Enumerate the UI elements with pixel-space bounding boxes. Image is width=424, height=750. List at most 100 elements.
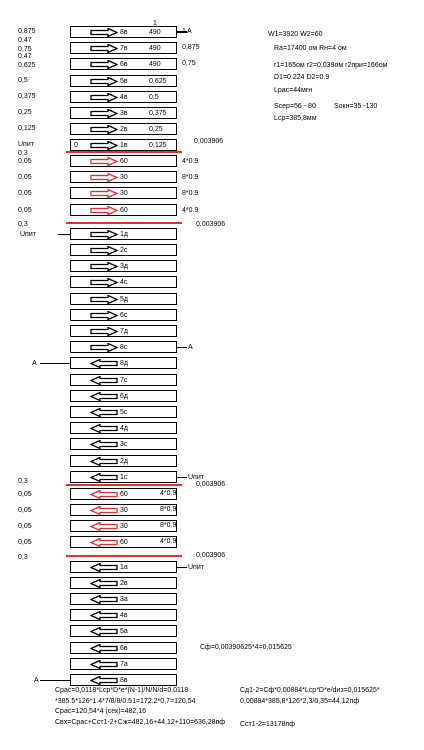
arrow-left-icon: [90, 676, 118, 685]
red-note: 4*0.9: [160, 538, 177, 546]
formula-right: Сд1-2=Сф*0,00884*Lср*D*e/dиз=0,015625*: [240, 687, 380, 694]
cf-formula: Сф=0,00390625*4=0,015625: [200, 644, 292, 651]
winding-box: 5д: [70, 292, 177, 305]
left-value: 0,3: [18, 220, 28, 228]
red-note: 8*0.9: [182, 174, 199, 182]
winding-label: 4в: [120, 612, 128, 620]
left-value: 0,25: [18, 109, 32, 116]
arrow-right-icon: [90, 125, 118, 135]
winding-value: 0,5: [149, 93, 159, 101]
arrow-left-icon: [90, 562, 118, 572]
arrow-right-icon: [90, 278, 118, 288]
arrow-right-icon: [90, 262, 118, 272]
left-value: 0,47: [18, 53, 32, 61]
winding-box: 6д: [70, 389, 177, 402]
arrow-left-icon: [90, 489, 118, 499]
formula-right: Сст1-2=13178пф: [240, 721, 295, 728]
param-line: Sсер=56 - 80: [274, 103, 316, 110]
terminal-line: [177, 476, 187, 478]
winding-box: 7с: [70, 373, 177, 386]
terminal-upit: Uпит: [20, 230, 36, 238]
winding-label: 1а: [120, 563, 128, 571]
winding-box: 7д: [70, 325, 177, 337]
winding-box: 8д: [70, 357, 177, 370]
winding-box: 0 1в 0,125: [70, 139, 177, 152]
winding-label: 6д: [120, 392, 128, 400]
left-value: 0,125: [18, 125, 36, 133]
left-value: 0,875: [18, 28, 36, 35]
formula-left: Свх=Срас+Сст1-2+Сж=482,16+44,12+110=636,…: [55, 719, 226, 726]
param-line: Lср=385,8мм: [274, 115, 317, 122]
winding-label: 8в: [120, 29, 128, 36]
arrow-left-icon: [90, 506, 118, 515]
winding-box: 6с: [70, 308, 177, 321]
winding-label: 30: [120, 523, 128, 531]
winding-box: 5а: [70, 625, 177, 638]
left-value: 0,3: [18, 553, 28, 561]
formula-left: Срас=120,54*4 (сек)=482,16: [55, 708, 147, 715]
left-value: 0,05: [18, 158, 32, 165]
red-note: 4*0.9: [182, 206, 199, 214]
terminal-line: [177, 566, 187, 568]
left-value: 0,05: [18, 206, 32, 214]
terminal-line: [177, 31, 187, 32]
winding-label: 7а: [120, 660, 128, 668]
left-value: 0,47: [18, 37, 32, 45]
arrow-right-icon: [90, 44, 118, 54]
arrow-left-icon: [90, 359, 118, 369]
arrow-right-icon: [90, 173, 118, 183]
left-value: 0,375: [18, 92, 36, 100]
terminal-upit: Uпит: [188, 473, 204, 481]
winding-label: 8в: [120, 677, 128, 684]
winding-label: 4с: [120, 279, 128, 287]
winding-box: 8в 490: [70, 26, 177, 38]
winding-label: 30: [120, 174, 128, 182]
arrow-right-icon: [90, 246, 118, 255]
arrow-right-icon: [90, 229, 118, 239]
left-value: 0,75: [18, 46, 32, 54]
left-value: 0,05: [18, 490, 32, 498]
winding-label: 60: [120, 490, 128, 498]
red-note: 4*0.9: [182, 158, 199, 165]
value-note: 0,003906: [196, 220, 226, 228]
terminal-line: [40, 363, 70, 365]
arrow-right-icon: [90, 141, 118, 151]
winding-box: 2с: [70, 244, 177, 256]
arrow-left-icon: [90, 456, 118, 466]
left-value: 0,3: [18, 477, 28, 485]
winding-box: 4с: [70, 276, 177, 289]
winding-label: 5в: [120, 77, 128, 85]
winding-box: 60: [70, 155, 177, 167]
separator-line: [66, 221, 182, 224]
red-note: 4*0.9: [160, 489, 177, 497]
winding-label: 5с: [120, 409, 128, 416]
winding-label: 5а: [120, 628, 128, 636]
winding-box: 1а: [70, 560, 177, 573]
winding-box: 1с: [70, 470, 177, 483]
winding-label: 6в: [120, 644, 128, 652]
param-line: W1=3920 W2=60: [268, 31, 323, 38]
red-note: 8*0.9: [160, 522, 177, 530]
terminal-line: [177, 347, 187, 349]
winding-box: 30: [70, 187, 177, 200]
terminal-a: А: [188, 344, 193, 352]
terminal-a: А: [187, 28, 192, 35]
arrow-left-icon: [90, 472, 118, 482]
winding-value: 0,125: [149, 142, 167, 150]
right-value: 0,75: [182, 60, 196, 68]
arrow-left-icon: [90, 391, 118, 401]
value-note: 0,003906: [196, 480, 226, 488]
winding-box: 1д: [70, 227, 177, 240]
winding-label: 3а: [120, 596, 128, 603]
arrow-left-icon: [90, 375, 118, 385]
winding-label: 30: [120, 507, 128, 514]
arrow-left-icon: [90, 643, 118, 653]
winding-box: 4д: [70, 422, 177, 435]
winding-box: 7а: [70, 657, 177, 670]
red-note: 8*0.9: [182, 190, 199, 198]
left-value: 0,3: [18, 150, 28, 157]
winding-value: 490: [149, 45, 161, 53]
winding-label: 4в: [120, 93, 128, 101]
arrow-right-icon: [90, 294, 118, 304]
value-note: 0,003906: [196, 551, 226, 559]
